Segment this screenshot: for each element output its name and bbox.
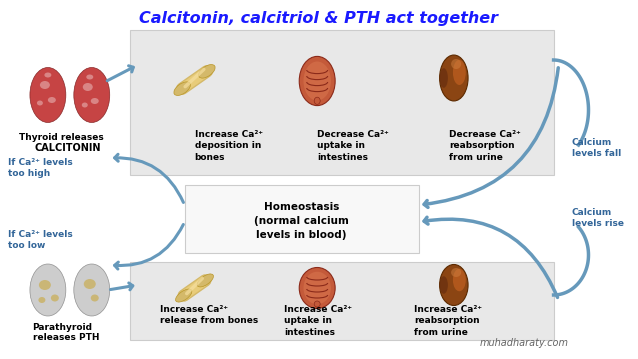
Ellipse shape (37, 101, 43, 106)
Ellipse shape (174, 82, 190, 95)
Text: If Ca²⁺ levels
too low: If Ca²⁺ levels too low (8, 230, 73, 250)
Text: Calcitonin, calcitriol & PTH act together: Calcitonin, calcitriol & PTH act togethe… (138, 10, 498, 25)
Ellipse shape (440, 68, 448, 88)
Ellipse shape (45, 73, 52, 78)
Text: Thyroid releases: Thyroid releases (20, 133, 104, 142)
Text: Increase Ca²⁺
reabsorption
from urine: Increase Ca²⁺ reabsorption from urine (414, 305, 482, 337)
Text: Calcium
levels rise: Calcium levels rise (572, 208, 623, 228)
Ellipse shape (299, 267, 335, 308)
Text: Homeostasis
(normal calcium
levels in blood): Homeostasis (normal calcium levels in bl… (254, 202, 349, 240)
Ellipse shape (451, 268, 461, 277)
Ellipse shape (440, 276, 448, 294)
Text: releases PTH: releases PTH (33, 333, 99, 342)
Ellipse shape (453, 60, 466, 85)
Ellipse shape (299, 56, 335, 106)
Ellipse shape (440, 55, 468, 101)
Ellipse shape (453, 269, 466, 291)
Ellipse shape (40, 81, 50, 89)
FancyBboxPatch shape (130, 262, 554, 340)
Text: Increase Ca²⁺
uptake in
intestines: Increase Ca²⁺ uptake in intestines (285, 305, 352, 337)
Text: Increase Ca²⁺
release from bones: Increase Ca²⁺ release from bones (160, 305, 258, 326)
Ellipse shape (175, 289, 192, 302)
Ellipse shape (38, 297, 45, 303)
FancyBboxPatch shape (130, 30, 554, 175)
Ellipse shape (91, 294, 99, 302)
Ellipse shape (30, 67, 66, 122)
Ellipse shape (83, 83, 93, 91)
Text: Parathyroid: Parathyroid (32, 323, 92, 332)
Ellipse shape (91, 98, 99, 104)
Ellipse shape (30, 264, 66, 316)
Ellipse shape (451, 59, 461, 69)
Ellipse shape (440, 265, 468, 306)
Ellipse shape (86, 75, 93, 79)
Ellipse shape (304, 272, 331, 304)
Text: If Ca²⁺ levels
too high: If Ca²⁺ levels too high (8, 158, 73, 178)
Text: Decrease Ca²⁺
reabsorption
from urine: Decrease Ca²⁺ reabsorption from urine (449, 130, 521, 162)
Ellipse shape (82, 103, 88, 107)
Ellipse shape (314, 301, 320, 307)
FancyBboxPatch shape (184, 185, 419, 253)
Ellipse shape (74, 67, 110, 122)
Ellipse shape (197, 274, 214, 287)
Text: Calcium
levels fall: Calcium levels fall (572, 138, 621, 158)
Text: CALCITONIN: CALCITONIN (34, 143, 101, 153)
Ellipse shape (51, 294, 59, 302)
Ellipse shape (198, 65, 215, 78)
Ellipse shape (304, 61, 331, 101)
Ellipse shape (74, 264, 110, 316)
Ellipse shape (84, 279, 96, 289)
Ellipse shape (48, 97, 56, 103)
Text: Increase Ca²⁺
deposition in
bones: Increase Ca²⁺ deposition in bones (195, 130, 262, 162)
Ellipse shape (39, 280, 51, 290)
Text: muhadharaty.com: muhadharaty.com (480, 338, 568, 348)
Text: Decrease Ca²⁺
uptake in
intestines: Decrease Ca²⁺ uptake in intestines (317, 130, 389, 162)
Ellipse shape (314, 97, 320, 104)
